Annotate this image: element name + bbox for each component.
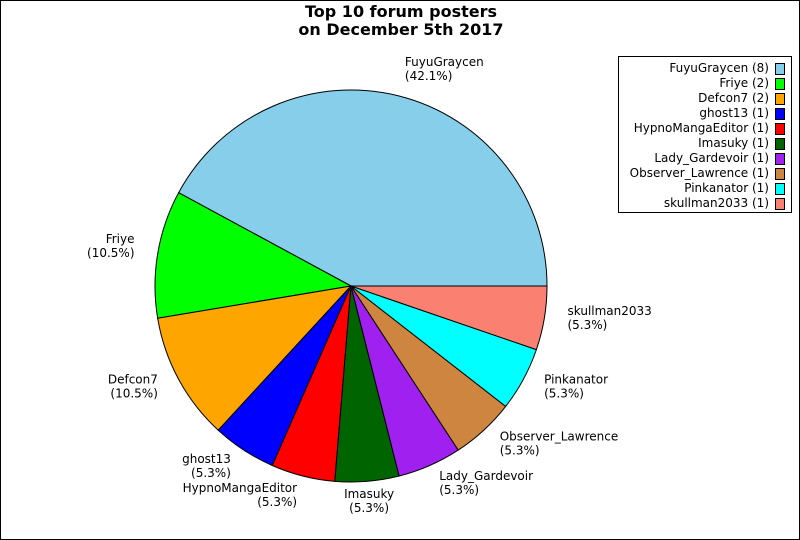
- legend-label: Imasuky (1): [698, 136, 769, 150]
- legend-swatch: [775, 108, 785, 120]
- pie-label-fuyugraycen: FuyuGraycen (42.1%): [405, 55, 484, 83]
- legend-item-friye: Friye (2): [619, 76, 791, 91]
- legend-label: Lady_Gardevoir (1): [654, 151, 769, 165]
- pie-label-observer-lawrence: Observer_Lawrence (5.3%): [500, 430, 619, 458]
- pie-label-hypnomangaeditor: HypnoMangaEditor (5.3%): [183, 481, 298, 509]
- legend-item-defcon7: Defcon7 (2): [619, 91, 791, 106]
- legend-swatch: [775, 63, 785, 75]
- legend-item-skullman2033: skullman2033 (1): [619, 196, 791, 211]
- chart-title-line-2: on December 5th 2017: [298, 20, 504, 39]
- pie-label-imasuky: Imasuky (5.3%): [344, 487, 394, 515]
- legend-item-pinkanator: Pinkanator (1): [619, 181, 791, 196]
- legend-label: ghost13 (1): [699, 106, 769, 120]
- legend-label: HypnoMangaEditor (1): [633, 121, 769, 135]
- legend-label: Observer_Lawrence (1): [629, 166, 769, 180]
- legend-swatch: [775, 138, 785, 150]
- legend-swatch: [775, 168, 785, 180]
- legend-item-observer-lawrence: Observer_Lawrence (1): [619, 166, 791, 181]
- pie-slice-friye: [154, 192, 353, 319]
- chart-title: Top 10 forum posters on December 5th 201…: [1, 2, 799, 39]
- legend-swatch: [775, 198, 785, 210]
- legend-item-fuyugraycen: FuyuGraycen (8): [619, 61, 791, 76]
- pie-label-ghost13: ghost13 (5.3%): [182, 452, 231, 480]
- pie-label-pinkanator: Pinkanator (5.3%): [544, 373, 608, 401]
- legend-label: FuyuGraycen (8): [669, 61, 769, 75]
- pie-labels: FuyuGraycen (42.1%) Friye (10.5%) Defcon7 (10…: [87, 55, 652, 515]
- pie-slice-fuyugraycen: [177, 89, 548, 287]
- legend-swatch: [775, 153, 785, 165]
- pie-label-defcon7: Defcon7 (10.5%): [108, 373, 158, 401]
- chart-title-line-1: Top 10 forum posters: [305, 2, 497, 21]
- pie-slice-defcon7: [157, 285, 353, 431]
- legend-item-imasuky: Imasuky (1): [619, 136, 791, 151]
- legend-swatch: [775, 93, 785, 105]
- pie-label-friye: Friye (10.5%): [87, 232, 134, 260]
- legend-item-hypnomangaeditor: HypnoMangaEditor (1): [619, 121, 791, 136]
- legend-label: Friye (2): [719, 76, 769, 90]
- legend-swatch: [775, 78, 785, 90]
- legend-label: skullman2033 (1): [663, 196, 769, 210]
- pie-label-lady-gardevoir: Lady_Gardevoir (5.3%): [439, 469, 533, 497]
- legend: FuyuGraycen (8) Friye (2) Defcon7 (2) ghost…: [618, 56, 792, 213]
- legend-swatch: [775, 123, 785, 135]
- legend-label: Pinkanator (1): [684, 181, 769, 195]
- legend-swatch: [775, 183, 785, 195]
- legend-item-ghost13: ghost13 (1): [619, 106, 791, 121]
- pie-slice-skullman2033: [350, 285, 548, 351]
- pie-slices: [154, 89, 548, 483]
- pie-label-skullman2033: skullman2033 (5.3%): [568, 304, 652, 332]
- legend-label: Defcon7 (2): [698, 91, 769, 105]
- legend-item-lady-gardevoir: Lady_Gardevoir (1): [619, 151, 791, 166]
